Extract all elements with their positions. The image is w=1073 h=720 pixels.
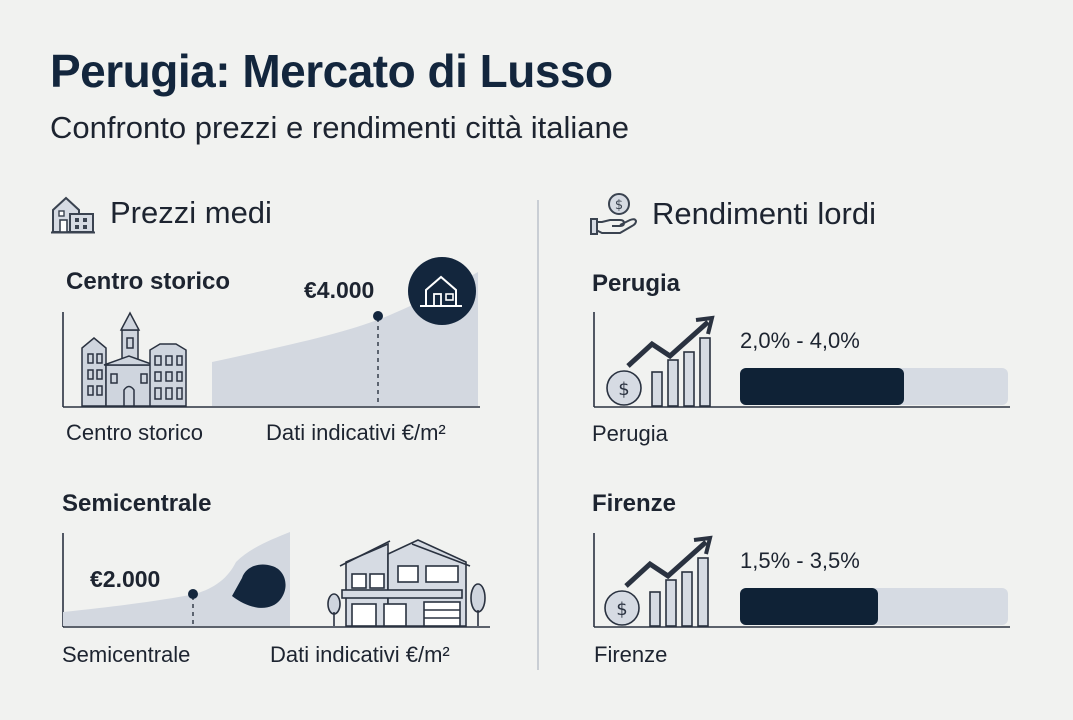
yields-section-header: $ Rendimenti lordi	[590, 192, 876, 236]
semicentrale-unit-note: Dati indicativi €/m²	[270, 642, 450, 667]
perugia-yield-label: Perugia	[592, 270, 681, 297]
semi-hill-shape	[232, 564, 286, 608]
semi-marker-dot	[188, 589, 198, 599]
firenze-yield-bar	[740, 588, 878, 625]
house-badge-icon	[408, 257, 476, 325]
prices-section-header: Prezzi medi	[50, 192, 272, 234]
perugia-yield-caption: Perugia	[592, 421, 668, 446]
perugia-yield-bar	[740, 368, 904, 405]
svg-text:$: $	[618, 379, 629, 400]
centro-storico-label: Centro storico	[66, 268, 231, 295]
centro-storico-value: €4.000	[304, 277, 375, 303]
centro-storico-caption: Centro storico	[66, 420, 203, 445]
firenze-yield-range: 1,5% - 3,5%	[740, 548, 860, 573]
centro-storico-unit-note: Dati indicativi €/m²	[266, 420, 446, 445]
historic-buildings-icon	[81, 311, 187, 407]
modern-house-icon	[327, 539, 486, 627]
section-divider	[537, 200, 539, 670]
semi-area	[63, 532, 290, 626]
firenze-yield-label: Firenze	[592, 490, 677, 517]
perugia-yield-range: 2,0% - 4,0%	[740, 328, 860, 353]
svg-text:$: $	[616, 599, 627, 620]
yields-section-title: Rendimenti lordi	[652, 196, 876, 231]
prices-section-title: Prezzi medi	[110, 195, 272, 230]
centro-marker-dot	[373, 311, 383, 321]
coin-growth-icon: $	[604, 535, 713, 627]
buildings-icon	[51, 196, 95, 234]
semicentrale-caption: Semicentrale	[62, 642, 191, 667]
hand-coin-icon: $	[590, 193, 638, 235]
page-title: Perugia: Mercato di Lusso	[50, 45, 613, 97]
page-subtitle: Confronto prezzi e rendimenti città ital…	[50, 110, 629, 145]
semicentrale-label: Semicentrale	[62, 490, 212, 517]
firenze-yield-caption: Firenze	[594, 642, 668, 667]
coin-growth-icon: $	[606, 315, 715, 407]
semicentrale-value: €2.000	[90, 566, 161, 592]
svg-text:$: $	[615, 198, 623, 213]
